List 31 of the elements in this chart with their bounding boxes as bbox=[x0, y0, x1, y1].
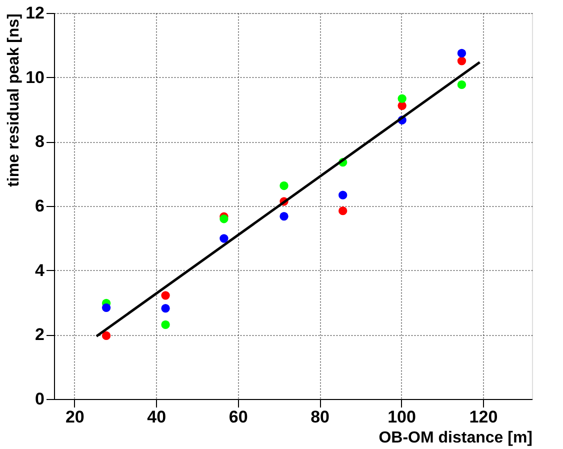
point bbox=[280, 212, 288, 221]
x-tick-label: 20 bbox=[65, 408, 84, 426]
x-tick-label: 80 bbox=[310, 408, 330, 426]
point bbox=[398, 101, 406, 110]
point bbox=[338, 206, 348, 216]
y-axis-title: time residual peak [ns] bbox=[6, 14, 23, 187]
y-tick-label: 10 bbox=[26, 68, 44, 87]
point bbox=[161, 291, 170, 300]
y-tick-label: 8 bbox=[35, 132, 44, 152]
y-tick-label: 12 bbox=[26, 4, 44, 22]
x-tick-label: 40 bbox=[147, 408, 166, 426]
y-tick-label: 2 bbox=[35, 325, 44, 344]
point bbox=[338, 190, 348, 200]
point bbox=[398, 94, 406, 103]
point bbox=[457, 56, 466, 66]
point bbox=[102, 303, 111, 312]
y-tick-label: 4 bbox=[35, 260, 46, 280]
y-tick-label: 6 bbox=[35, 196, 44, 216]
x-tick-label: 120 bbox=[469, 408, 498, 426]
point bbox=[161, 304, 170, 313]
point bbox=[102, 331, 111, 340]
point bbox=[220, 234, 228, 243]
x-tick-label: 100 bbox=[388, 408, 416, 426]
point bbox=[457, 80, 466, 90]
point bbox=[457, 48, 466, 58]
point bbox=[220, 214, 228, 224]
point bbox=[161, 320, 170, 330]
point bbox=[280, 181, 288, 190]
x-axis-title: OB-OM distance [m] bbox=[378, 430, 532, 446]
y-tick-label: 0 bbox=[35, 390, 44, 408]
x-tick-label: 60 bbox=[228, 408, 248, 426]
